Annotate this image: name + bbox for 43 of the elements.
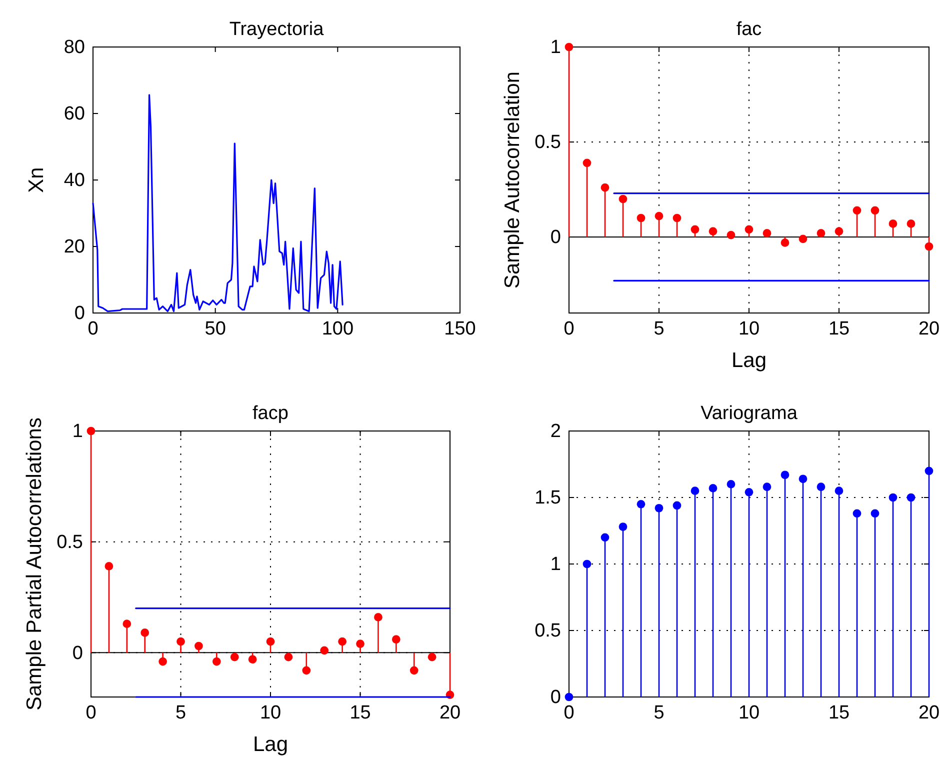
y-axis-title: Xn <box>25 167 48 193</box>
y-tick-label: 80 <box>64 37 85 58</box>
x-axis-title: Lag <box>252 733 288 756</box>
y-tick-label: 40 <box>64 170 85 192</box>
x-tick-label: 5 <box>654 702 664 724</box>
x-tick-label: 20 <box>918 702 940 724</box>
y-tick-label: 0 <box>74 303 85 324</box>
y-tick-label: 0 <box>550 227 561 248</box>
x-tick-label: 150 <box>444 318 476 340</box>
x-tick-label: 10 <box>738 318 760 340</box>
chart-title: fac <box>736 19 762 40</box>
y-tick-label: 2 <box>550 421 561 442</box>
x-tick-label: 15 <box>350 702 371 724</box>
x-tick-label: 50 <box>204 318 226 340</box>
y-tick-label: 1 <box>550 37 561 58</box>
x-tick-label: 0 <box>88 318 98 340</box>
y-tick-label: 0.5 <box>56 532 83 553</box>
y-axis-title: Sample Autocorrelation <box>501 71 524 289</box>
x-tick-label: 5 <box>654 318 664 340</box>
y-tick-label: 0.5 <box>534 132 561 154</box>
y-tick-label: 60 <box>64 104 85 125</box>
x-tick-label: 20 <box>918 318 940 340</box>
x-tick-label: 0 <box>564 702 574 724</box>
y-tick-label: 20 <box>64 236 85 258</box>
x-tick-label: 10 <box>260 702 282 724</box>
x-tick-label: 5 <box>175 702 186 724</box>
x-tick-label: 15 <box>828 702 850 724</box>
y-tick-label: 0 <box>550 687 561 708</box>
x-tick-label: 0 <box>564 318 574 340</box>
y-tick-label: 1 <box>72 421 83 442</box>
y-tick-label: 1.5 <box>534 488 561 509</box>
chart-title: Trayectoria <box>229 19 324 40</box>
y-tick-label: 0.5 <box>534 620 561 642</box>
x-tick-label: 100 <box>322 318 354 340</box>
x-tick-label: 10 <box>738 702 760 724</box>
chart-title: Variograma <box>700 403 798 424</box>
y-tick-label: 1 <box>550 554 561 576</box>
y-tick-label: 0 <box>72 642 83 664</box>
chart-title: facp <box>252 403 288 424</box>
y-axis-title: Sample Partial Autocorrelations <box>23 418 46 710</box>
x-tick-label: 15 <box>828 318 850 340</box>
x-axis-title: Lag <box>731 349 767 372</box>
x-tick-label: 20 <box>439 702 461 724</box>
